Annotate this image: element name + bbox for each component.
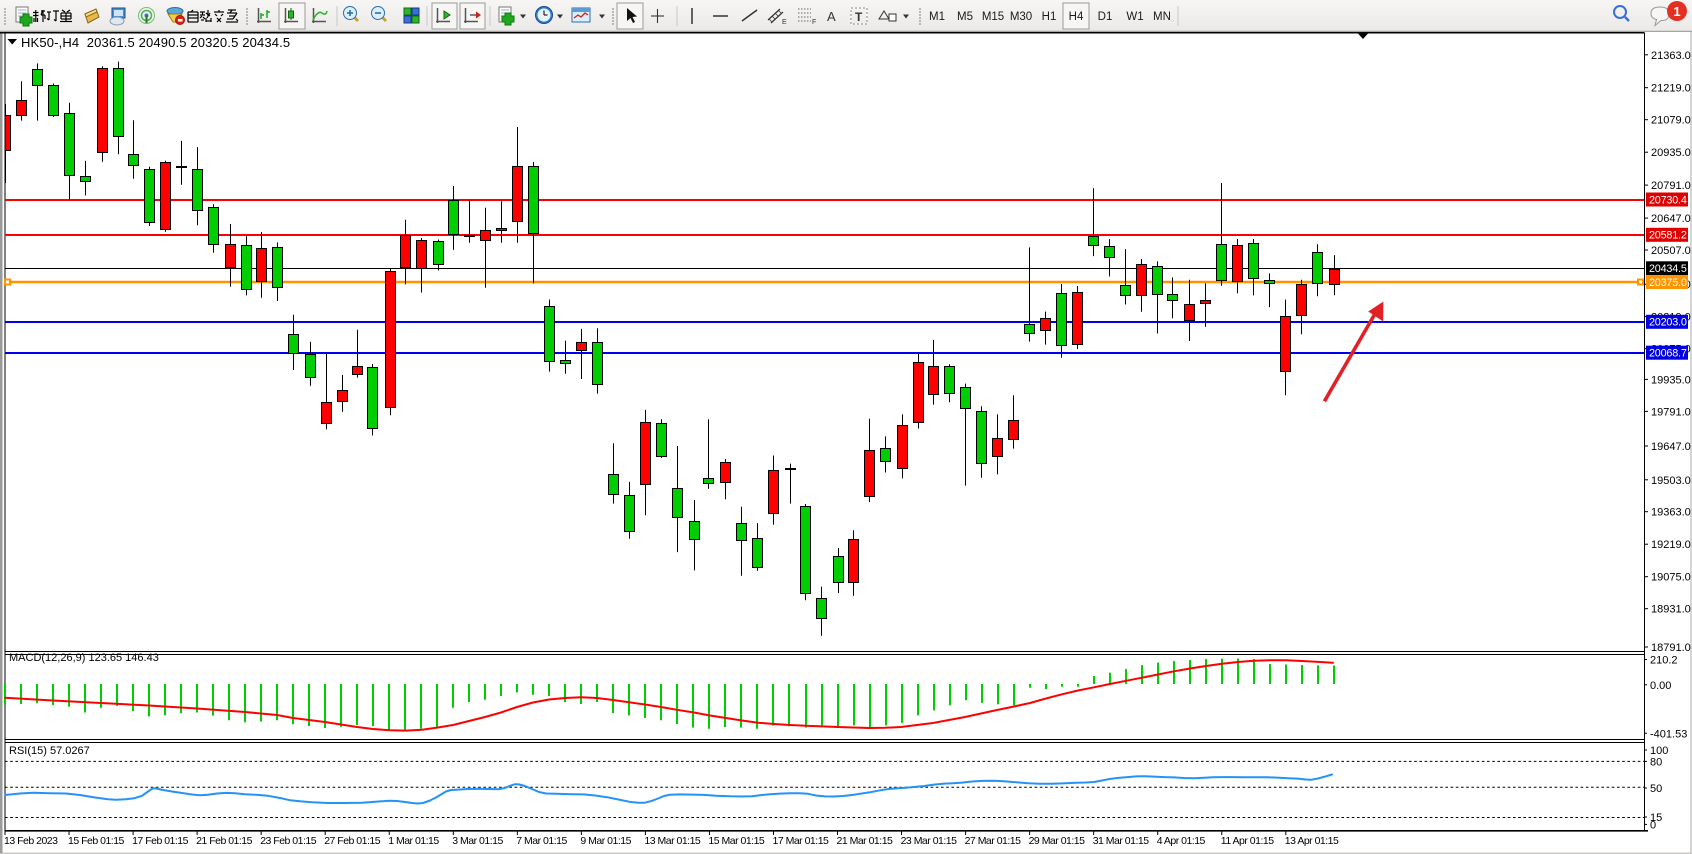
svg-text:E: E — [782, 19, 787, 26]
svg-text:18791.0: 18791.0 — [1651, 642, 1691, 654]
svg-text:80: 80 — [1650, 756, 1662, 768]
svg-text:19791.0: 19791.0 — [1651, 406, 1691, 418]
svg-text:20730.4: 20730.4 — [1649, 194, 1687, 206]
svg-text:M5: M5 — [957, 11, 973, 23]
svg-text:D1: D1 — [1098, 11, 1113, 23]
svg-text:19363.0: 19363.0 — [1651, 507, 1691, 519]
svg-text:T: T — [855, 10, 863, 24]
svg-text:1 Mar 01:15: 1 Mar 01:15 — [388, 835, 439, 847]
svg-text:210.2: 210.2 — [1650, 655, 1678, 667]
svg-text:0: 0 — [1650, 819, 1656, 831]
svg-text:50: 50 — [1650, 783, 1662, 795]
svg-text:MN: MN — [1153, 11, 1171, 23]
svg-text:21 Mar 01:15: 21 Mar 01:15 — [837, 835, 894, 847]
svg-text:20647.0: 20647.0 — [1651, 213, 1691, 225]
svg-text:M15: M15 — [982, 11, 1004, 23]
svg-text:15 Mar 01:15: 15 Mar 01:15 — [708, 835, 765, 847]
svg-text:23 Feb 01:15: 23 Feb 01:15 — [260, 835, 317, 847]
svg-text:11 Apr 01:15: 11 Apr 01:15 — [1221, 835, 1274, 847]
svg-text:100: 100 — [1650, 745, 1668, 757]
svg-text:H4: H4 — [1069, 11, 1084, 23]
svg-text:19503.0: 19503.0 — [1651, 475, 1691, 487]
svg-text:9 Mar 01:15: 9 Mar 01:15 — [580, 835, 631, 847]
svg-text:21 Feb 01:15: 21 Feb 01:15 — [196, 835, 253, 847]
svg-text:15 Feb 01:15: 15 Feb 01:15 — [68, 835, 125, 847]
svg-text:M1: M1 — [929, 11, 945, 23]
svg-text:0.00: 0.00 — [1650, 680, 1671, 692]
svg-text:27 Mar 01:15: 27 Mar 01:15 — [965, 835, 1022, 847]
svg-text:RSI(15) 57.0267: RSI(15) 57.0267 — [9, 745, 90, 757]
svg-text:3 Mar 01:15: 3 Mar 01:15 — [452, 835, 503, 847]
svg-text:H1: H1 — [1042, 11, 1057, 23]
svg-text:13 Apr 01:15: 13 Apr 01:15 — [1285, 835, 1339, 847]
svg-text:20507.0: 20507.0 — [1651, 245, 1691, 257]
svg-text:20375.0: 20375.0 — [1649, 277, 1687, 289]
svg-text:20434.5: 20434.5 — [1649, 263, 1687, 275]
svg-text:17 Mar 01:15: 17 Mar 01:15 — [773, 835, 830, 847]
svg-text:29 Mar 01:15: 29 Mar 01:15 — [1029, 835, 1086, 847]
svg-text:27 Feb 01:15: 27 Feb 01:15 — [324, 835, 381, 847]
svg-text:-401.53: -401.53 — [1650, 728, 1687, 740]
svg-text:19647.0: 19647.0 — [1651, 441, 1691, 453]
svg-text:21079.0: 21079.0 — [1651, 115, 1691, 127]
svg-text:1: 1 — [1673, 4, 1680, 19]
svg-text:19075.0: 19075.0 — [1651, 572, 1691, 584]
svg-text:M30: M30 — [1010, 11, 1032, 23]
svg-text:13 Mar 01:15: 13 Mar 01:15 — [644, 835, 701, 847]
svg-text:20935.0: 20935.0 — [1651, 147, 1691, 159]
svg-text:7 Mar 01:15: 7 Mar 01:15 — [516, 835, 567, 847]
svg-text:21363.0: 21363.0 — [1651, 50, 1691, 62]
svg-text:20791.0: 20791.0 — [1651, 180, 1691, 192]
svg-text:13 Feb 2023: 13 Feb 2023 — [4, 835, 58, 847]
svg-text:31 Mar 01:15: 31 Mar 01:15 — [1093, 835, 1150, 847]
svg-text:23 Mar 01:15: 23 Mar 01:15 — [901, 835, 958, 847]
svg-text:21219.0: 21219.0 — [1651, 83, 1691, 95]
svg-text:19935.0: 19935.0 — [1651, 374, 1691, 386]
svg-text:17 Feb 01:15: 17 Feb 01:15 — [132, 835, 189, 847]
svg-text:F: F — [812, 19, 816, 26]
svg-text:4 Apr 01:15: 4 Apr 01:15 — [1157, 835, 1206, 847]
svg-text:15: 15 — [1650, 812, 1662, 824]
svg-text:20581.2: 20581.2 — [1649, 230, 1687, 242]
svg-text:19219.0: 19219.0 — [1651, 539, 1691, 551]
svg-text:W1: W1 — [1126, 11, 1143, 23]
svg-text:MACD(12,26,9) 123.65 146.43: MACD(12,26,9) 123.65 146.43 — [9, 652, 159, 664]
svg-text:A: A — [827, 9, 836, 24]
svg-text:HK50-,H4 20361.5 20490.5 2032: HK50-,H4 20361.5 20490.5 20320.5 20434.5 — [21, 35, 290, 50]
svg-text:18931.0: 18931.0 — [1651, 604, 1691, 616]
svg-text:20068.7: 20068.7 — [1649, 348, 1687, 360]
svg-text:20203.0: 20203.0 — [1649, 317, 1687, 329]
